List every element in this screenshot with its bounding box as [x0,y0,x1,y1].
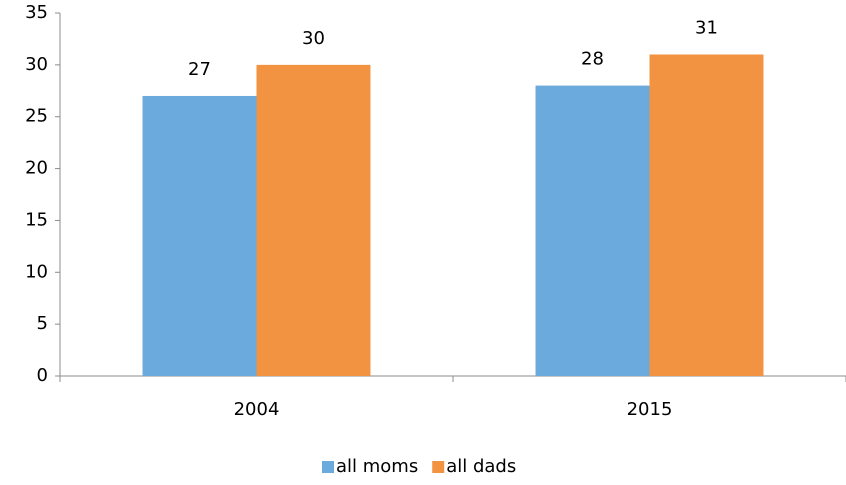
y-tick-label: 5 [37,313,48,334]
bar [535,85,650,376]
data-label: 27 [188,59,211,80]
data-label: 31 [695,17,718,38]
y-tick-label: 25 [25,106,48,127]
x-tick-label: 2004 [234,399,280,420]
y-tick-label: 35 [25,2,48,23]
y-tick-label: 0 [37,365,48,386]
legend-label: all dads [446,456,516,477]
legend-swatch [322,461,334,473]
legend-label: all moms [336,456,418,477]
bar [649,54,764,376]
x-tick-label: 2015 [627,399,673,420]
y-tick-label: 10 [25,261,48,282]
bar [142,95,257,376]
y-tick-label: 15 [25,209,48,230]
y-tick-label: 20 [25,158,48,179]
bar [256,64,371,376]
data-label: 28 [581,49,604,70]
legend-swatch [432,461,445,473]
y-tick-label: 30 [25,54,48,75]
data-label: 30 [302,28,325,49]
